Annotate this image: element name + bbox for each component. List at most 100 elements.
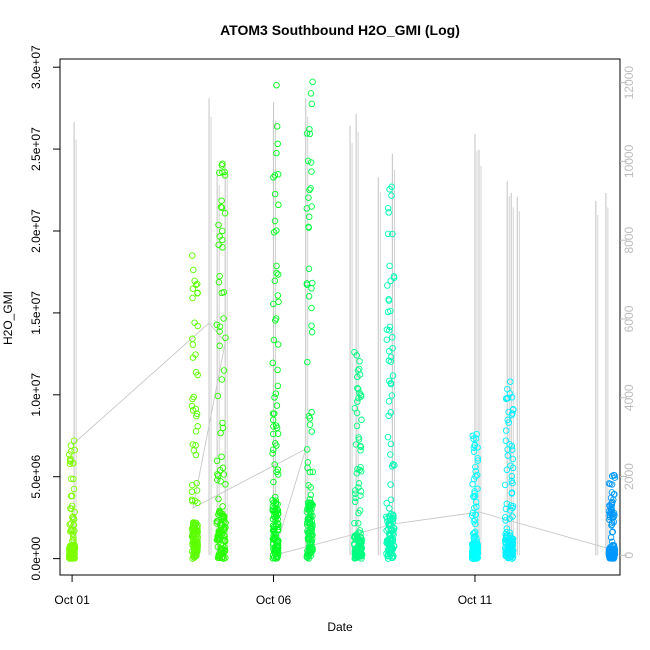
data-point: [388, 392, 396, 399]
data-point: [217, 478, 224, 485]
y-tick-label: 3.0e+07: [29, 45, 43, 89]
data-point: [189, 481, 196, 489]
data-point: [274, 520, 282, 528]
data-point: [218, 204, 226, 211]
data-point: [472, 498, 480, 506]
data-point: [306, 515, 314, 523]
data-point: [271, 461, 278, 468]
data-point: [189, 285, 197, 292]
data-point: [191, 277, 198, 285]
data-point: [356, 527, 364, 534]
flight-points: [350, 348, 366, 562]
chart-title: ATOM3 Southbound H2O_GMI (Log): [220, 22, 460, 38]
data-point: [273, 402, 281, 409]
data-point: [608, 538, 616, 546]
data-point: [608, 500, 615, 507]
data-point: [218, 554, 226, 561]
data-point: [221, 209, 229, 217]
data-point: [303, 130, 311, 137]
data-point: [471, 492, 479, 500]
data-point: [309, 501, 316, 509]
data-point: [357, 443, 365, 451]
altitude-transit-line: [71, 322, 613, 556]
data-point: [508, 555, 516, 562]
data-point: [354, 373, 361, 381]
data-point: [274, 537, 282, 545]
data-point: [305, 213, 313, 221]
data-point: [606, 509, 614, 517]
flight-points: [605, 471, 619, 562]
data-point: [217, 524, 225, 532]
data-point: [274, 292, 282, 299]
data-point: [67, 442, 75, 449]
data-point: [192, 428, 200, 435]
y-axis: 0.0e+00 5.0e+06 1.0e+07 1.5e+07 2.0e+07 2.5e+…: [29, 45, 60, 580]
data-point: [507, 378, 514, 385]
y-axis-secondary: 0 2000 4000 6000 8000 10000 12000: [620, 66, 636, 559]
data-point: [605, 480, 613, 487]
data-point: [189, 335, 196, 343]
data-point: [216, 328, 223, 335]
data-point: [387, 536, 395, 544]
plot-frame: [59, 58, 621, 576]
data-point: [272, 512, 280, 519]
data-point: [474, 541, 481, 549]
data-point: [504, 416, 511, 424]
data-point: [67, 547, 74, 554]
data-point: [503, 500, 511, 508]
data-point: [350, 540, 358, 548]
data-point: [508, 446, 516, 454]
data-point: [474, 454, 481, 462]
data-point: [192, 441, 199, 449]
data-point: [387, 409, 395, 416]
data-point: [215, 511, 222, 518]
data-point: [270, 446, 277, 453]
flight-points: [213, 160, 229, 562]
data-point: [508, 394, 516, 401]
data-point: [273, 442, 280, 449]
data-point: [307, 524, 314, 532]
data-point: [219, 514, 226, 522]
data-point: [217, 429, 224, 437]
data-point: [502, 536, 509, 544]
data-point: [271, 544, 278, 552]
data-point: [214, 532, 221, 540]
x-tick-label: Oct 11: [458, 593, 493, 607]
data-point: [189, 441, 197, 448]
data-point: [305, 265, 313, 273]
data-point: [307, 90, 315, 97]
data-point: [220, 367, 228, 374]
data-point: [189, 497, 196, 505]
data-point: [271, 394, 278, 401]
data-point: [274, 527, 282, 534]
data-point: [69, 514, 76, 521]
data-point: [386, 327, 393, 334]
data-point: [66, 460, 74, 468]
data-point: [386, 542, 393, 550]
data-point: [473, 430, 480, 438]
data-point: [384, 433, 392, 441]
data-point: [271, 507, 278, 515]
data-point: [307, 536, 314, 544]
data-point: [215, 278, 223, 286]
data-point: [271, 277, 279, 285]
data-point: [215, 241, 222, 249]
data-point: [272, 537, 279, 544]
data-point: [506, 540, 514, 548]
data-point: [386, 262, 393, 270]
data-point: [274, 140, 281, 148]
data-point: [273, 262, 280, 270]
data-point: [220, 515, 228, 523]
data-point: [307, 159, 315, 166]
data-point: [470, 444, 478, 451]
data-point: [508, 477, 515, 485]
data-point: [66, 521, 73, 528]
data-point: [385, 398, 393, 405]
data-point: [303, 553, 311, 560]
data-point: [356, 466, 363, 474]
data-point: [273, 468, 280, 476]
data-point: [505, 554, 512, 562]
data-point: [213, 457, 221, 465]
data-point: [217, 532, 224, 539]
data-point: [503, 528, 510, 536]
